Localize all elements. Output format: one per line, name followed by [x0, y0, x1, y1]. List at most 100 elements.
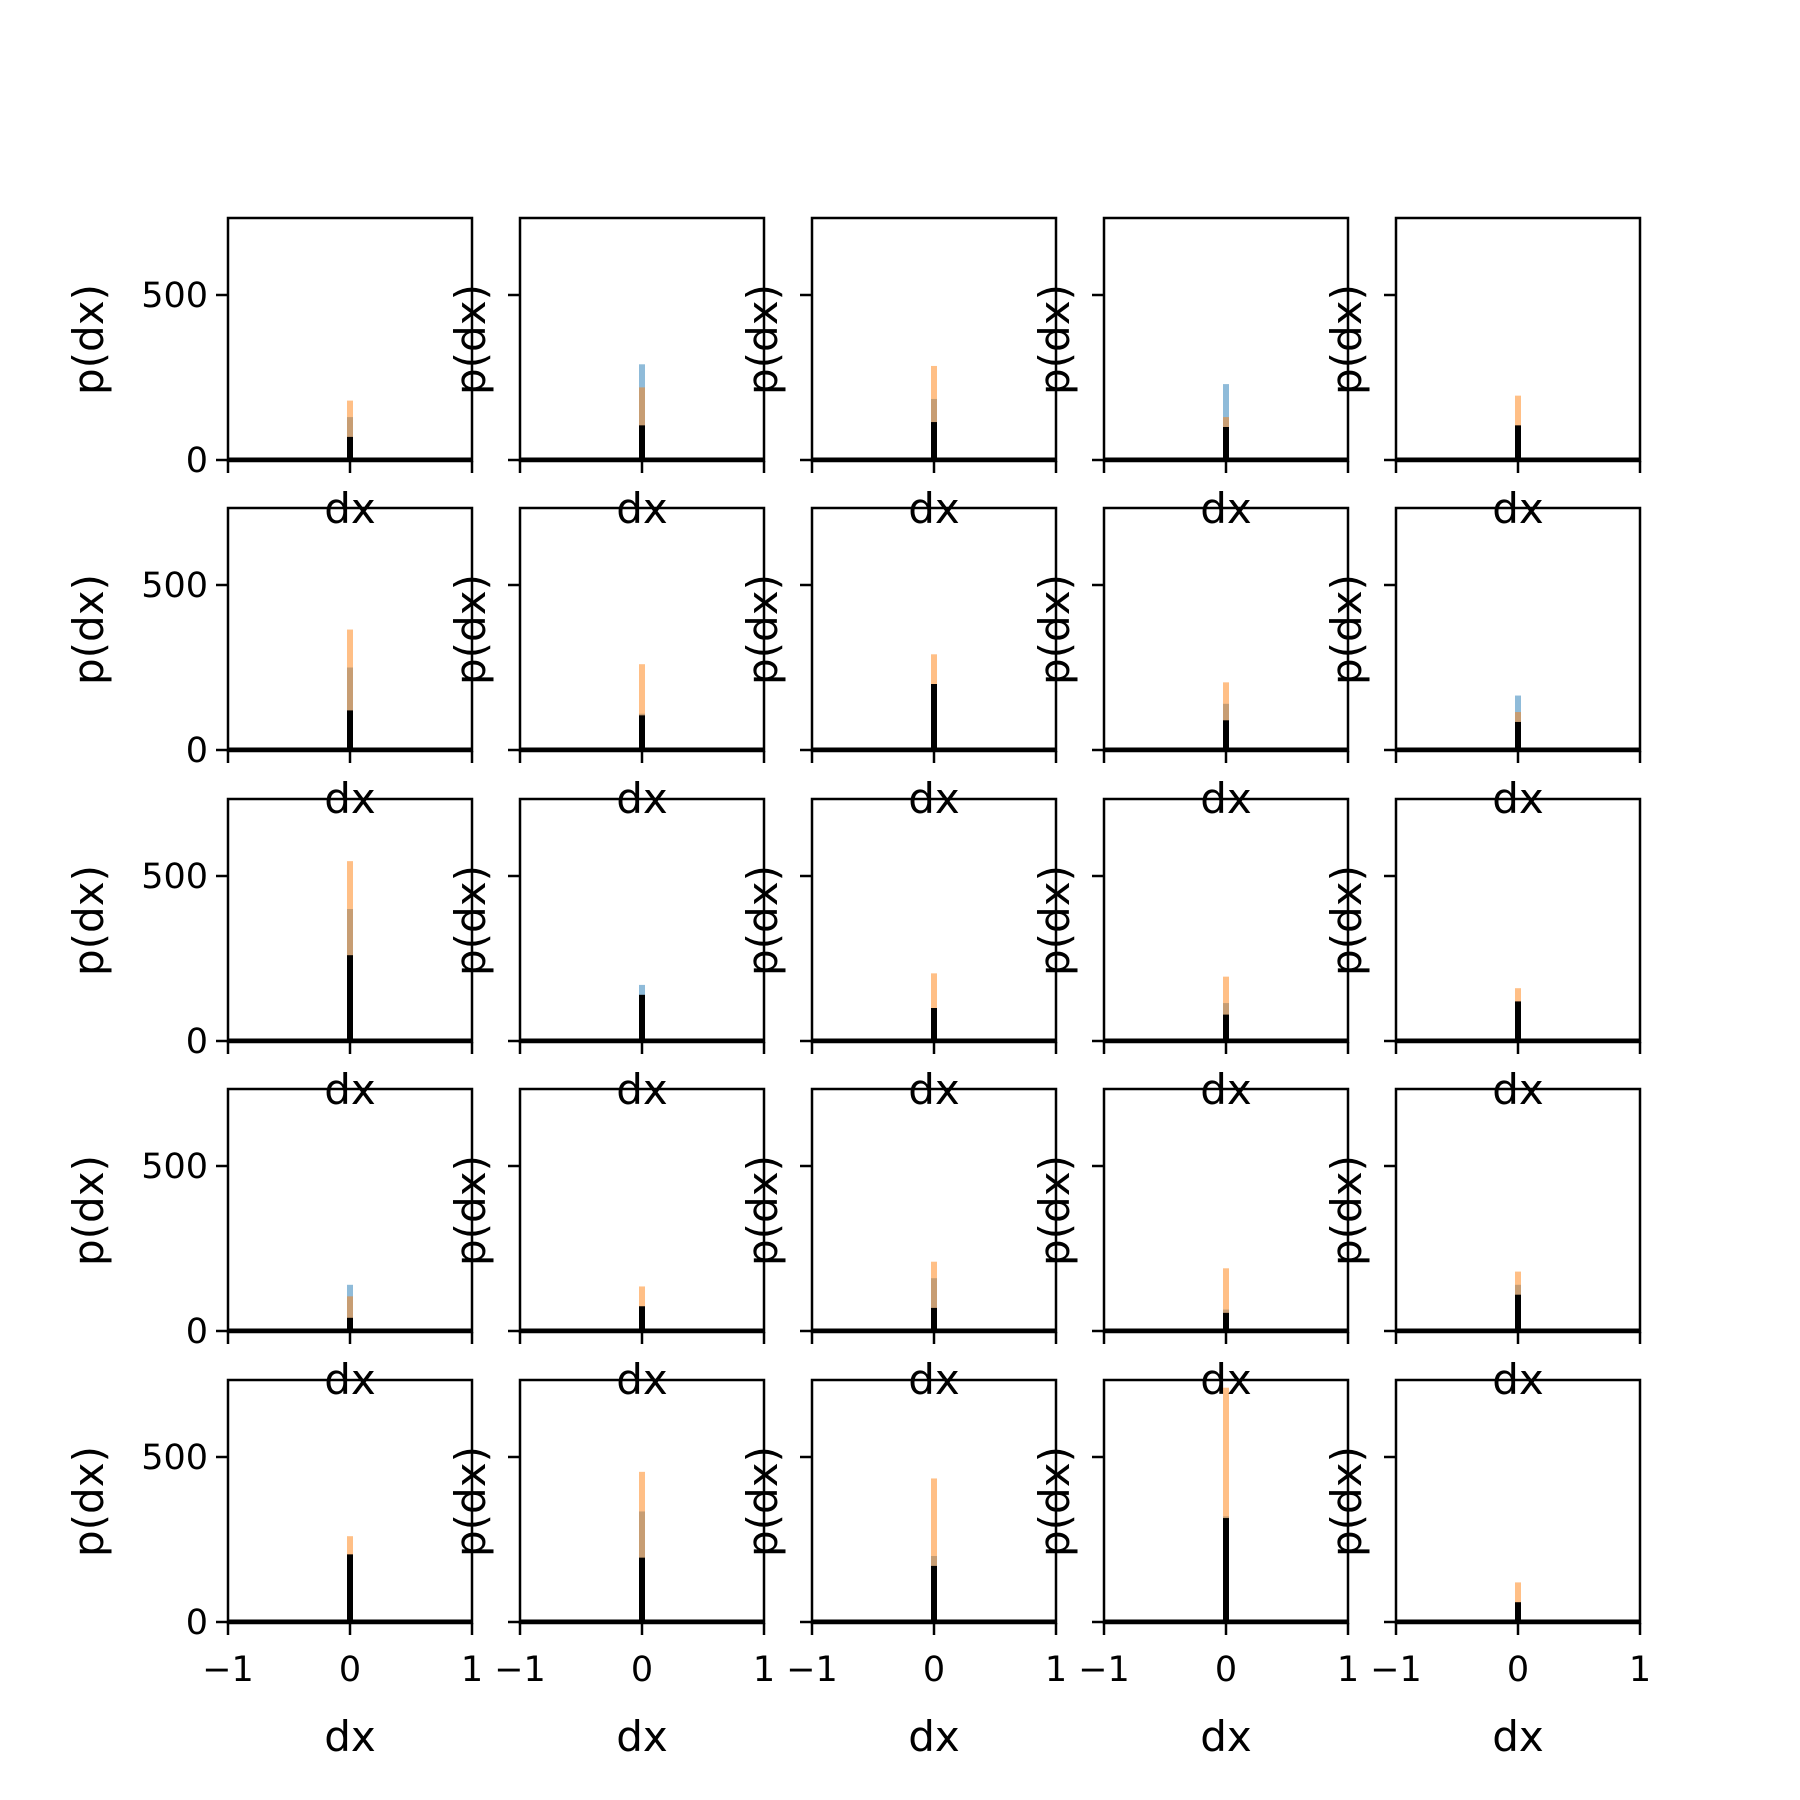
x-axis-label: dx	[616, 1712, 668, 1761]
y-axis-label: p(dx)	[64, 284, 113, 395]
bar-black	[347, 436, 353, 460]
bar-black	[639, 715, 645, 750]
bar-orange	[347, 1296, 353, 1331]
x-tick-label: 0	[631, 1650, 653, 1690]
bar-black	[347, 710, 353, 750]
subplot-r2-c4: dxp(dx)	[1030, 506, 1350, 823]
x-tick-label: −1	[494, 1650, 546, 1690]
subplot-r5-c4: −1 0 1 dx p(dx)	[1030, 1378, 1359, 1761]
subplot-r1-c2: dxp(dx)	[446, 216, 766, 533]
bar-orange	[1223, 976, 1229, 1041]
bar-orange	[347, 400, 353, 460]
y-axis-label: p(dx)	[64, 865, 113, 976]
bar-orange	[639, 1471, 645, 1622]
subplot-r3-c3: dxp(dx)	[738, 797, 1058, 1114]
x-tick-label: −1	[202, 1650, 254, 1690]
bar-orange	[931, 1478, 937, 1622]
y-axis-label: p(dx)	[738, 1446, 787, 1557]
y-axis-label: p(dx)	[1322, 1446, 1371, 1557]
y-tick-label: 500	[141, 276, 208, 316]
subplot-r3-c2: dxp(dx)	[446, 797, 766, 1114]
bar-black	[639, 994, 645, 1041]
subplot-r4-c2: dxp(dx)	[446, 1087, 766, 1404]
y-tick-label: 0	[186, 1603, 208, 1643]
subplot-r2-c3: dxp(dx)	[738, 506, 1058, 823]
bar-black	[347, 955, 353, 1041]
bar-black	[1223, 1312, 1229, 1331]
y-axis-label: p(dx)	[446, 865, 495, 976]
bar-black	[1515, 1001, 1521, 1041]
x-tick-label: −1	[1370, 1650, 1422, 1690]
y-axis-label: p(dx)	[1322, 865, 1371, 976]
x-axis-label: dx	[324, 1712, 376, 1761]
y-tick-label: 500	[141, 1438, 208, 1478]
subplot-r3-c4: dxp(dx)	[1030, 797, 1350, 1114]
y-axis-label: p(dx)	[1322, 574, 1371, 685]
bar-black	[931, 684, 937, 750]
bar-black	[931, 1307, 937, 1331]
subplot-r4-c5: dxp(dx)	[1322, 1087, 1642, 1404]
x-axis-label: dx	[1492, 1712, 1544, 1761]
subplot-r4-c4: dxp(dx)	[1030, 1087, 1350, 1404]
y-axis-label: p(dx)	[1030, 574, 1079, 685]
x-axis-label: dx	[908, 1712, 960, 1761]
subplot-r2-c5: dxp(dx)	[1322, 506, 1642, 823]
y-axis-label: p(dx)	[738, 865, 787, 976]
x-tick-label: 0	[923, 1650, 945, 1690]
bar-black	[639, 1557, 645, 1622]
bar-black	[1515, 1294, 1521, 1331]
y-axis-label: p(dx)	[446, 284, 495, 395]
x-tick-label: −1	[786, 1650, 838, 1690]
y-axis-label: p(dx)	[1030, 865, 1079, 976]
bar-black	[1223, 427, 1229, 460]
y-axis-label: p(dx)	[446, 1446, 495, 1557]
bar-orange	[639, 387, 645, 460]
bar-black	[639, 425, 645, 460]
bar-black	[347, 1317, 353, 1331]
bar-orange	[931, 973, 937, 1041]
y-tick-label: 500	[141, 1147, 208, 1187]
bar-black	[1223, 1014, 1229, 1041]
y-axis-label: p(dx)	[738, 574, 787, 685]
y-axis-label: p(dx)	[738, 1155, 787, 1266]
bar-black	[931, 1565, 937, 1622]
bar-black	[1223, 720, 1229, 750]
y-axis-label: p(dx)	[1030, 284, 1079, 395]
x-axis-label: dx	[1200, 1712, 1252, 1761]
x-tick-label: 1	[753, 1650, 775, 1690]
subplot-r5-c1: 0 500 −1 0 1 dx p(dx)	[64, 1378, 483, 1761]
bar-orange	[931, 365, 937, 460]
x-tick-label: 0	[1507, 1650, 1529, 1690]
bar-orange	[639, 664, 645, 750]
bar-orange	[1223, 1387, 1229, 1622]
bar-black	[1515, 425, 1521, 460]
bar-black	[1515, 1602, 1521, 1622]
y-axis-label: p(dx)	[446, 574, 495, 685]
subplot-r1-c5: dxp(dx)	[1322, 216, 1642, 533]
bar-black	[1223, 1518, 1229, 1622]
subplot-r5-c3: −1 0 1 dx p(dx)	[738, 1378, 1067, 1761]
bar-black	[931, 1008, 937, 1041]
x-tick-label: 1	[1629, 1650, 1651, 1690]
subplot-r1-c3: dxp(dx)	[738, 216, 1058, 533]
subplot-r1-c4: dxp(dx)	[1030, 216, 1350, 533]
bar-orange	[1223, 682, 1229, 750]
bar-orange	[347, 629, 353, 750]
y-tick-label: 0	[186, 731, 208, 771]
bar-orange	[931, 1261, 937, 1331]
subplot-r4-c3: dxp(dx)	[738, 1087, 1058, 1404]
subplot-r5-c5: −1 0 1 dx p(dx)	[1322, 1378, 1651, 1761]
y-axis-label: p(dx)	[1322, 284, 1371, 395]
bar-black	[639, 1306, 645, 1331]
x-tick-label: 1	[1045, 1650, 1067, 1690]
x-tick-label: 1	[461, 1650, 483, 1690]
bar-black	[347, 1554, 353, 1622]
y-tick-label: 500	[141, 566, 208, 606]
subplot-r3-c5: dxp(dx)	[1322, 797, 1642, 1114]
x-tick-label: 0	[1215, 1650, 1237, 1690]
y-tick-label: 0	[186, 1312, 208, 1352]
